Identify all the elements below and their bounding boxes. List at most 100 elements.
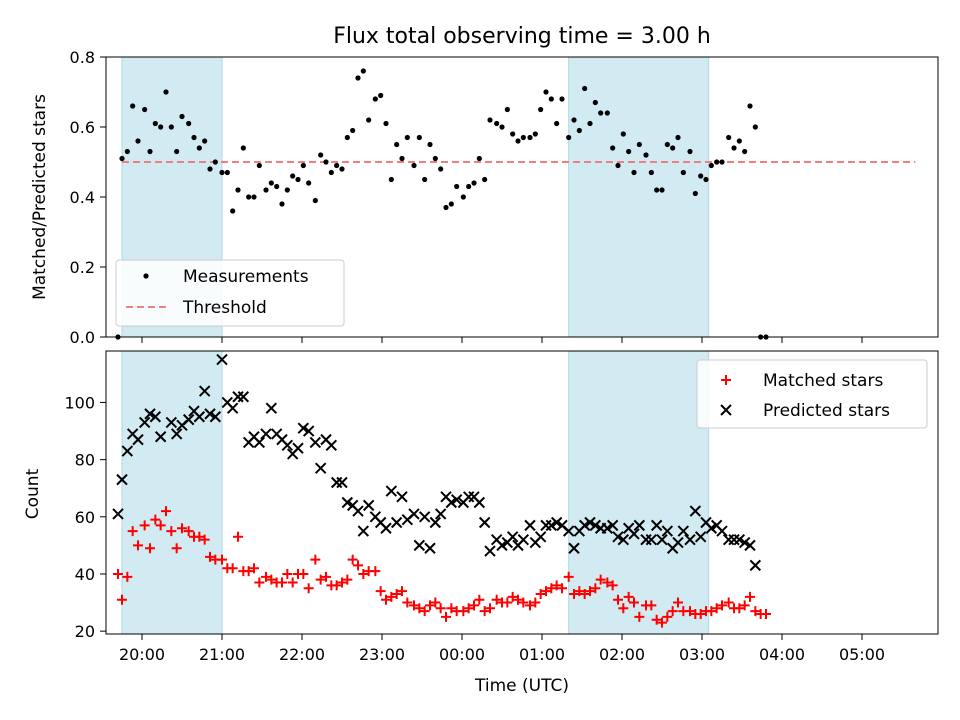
x-tick-label: 04:00: [759, 645, 805, 664]
matched-point: [595, 574, 606, 585]
matched-point: [397, 586, 407, 597]
matched-point: [657, 617, 667, 628]
measurement-point: [471, 180, 477, 186]
matched-point: [277, 577, 287, 588]
measurement-point: [290, 173, 296, 179]
matched-point: [667, 606, 678, 617]
measurement-point: [687, 148, 693, 155]
measurement-point: [582, 85, 588, 92]
matched-point: [391, 588, 402, 599]
matched-point: [574, 586, 585, 597]
predicted-point: [684, 533, 696, 546]
matched-point: [723, 597, 734, 608]
predicted-point: [578, 519, 591, 532]
predicted-point: [496, 539, 508, 552]
predicted-point: [216, 353, 228, 366]
count-shaded-interval: [121, 350, 223, 635]
measurement-point: [460, 194, 466, 200]
measurement-point: [626, 148, 632, 155]
measurement-point: [615, 162, 621, 169]
measurement-point: [648, 169, 654, 176]
predicted-point: [193, 411, 206, 423]
matched-point: [337, 577, 347, 588]
matched-point: [646, 600, 657, 611]
predicted-point: [722, 533, 735, 546]
measurement-point: [698, 173, 704, 179]
measurement-point: [142, 106, 148, 113]
matched-point: [113, 568, 123, 579]
measurement-point: [664, 141, 670, 148]
measurement-point: [355, 75, 361, 81]
predicted-point: [612, 531, 624, 543]
x-tick-label: 21:00: [199, 645, 245, 664]
measurement-point: [708, 162, 714, 169]
predicted-point: [336, 476, 348, 489]
matched-point: [161, 506, 171, 517]
ratio-legend-box: [115, 259, 345, 327]
x-tick-label: 20:00: [119, 645, 165, 664]
predicted-point: [154, 431, 167, 443]
matched-point: [541, 586, 551, 597]
predicted-point: [589, 519, 602, 532]
measurement-point: [736, 138, 742, 144]
measurement-point: [499, 124, 505, 130]
measurement-point: [604, 110, 610, 116]
predicted-point: [694, 531, 707, 543]
matched-point: [166, 526, 177, 537]
measurement-point: [747, 103, 753, 109]
matched-point: [579, 588, 590, 599]
matched-point: [590, 583, 601, 594]
legend-measurements-label: Measurements: [183, 267, 309, 287]
predicted-point: [198, 385, 211, 397]
matched-point: [133, 540, 143, 551]
count-legend-box: [696, 359, 928, 429]
predicted-point: [584, 516, 596, 529]
predicted-point: [341, 496, 354, 509]
matched-point: [205, 551, 215, 562]
predicted-point: [628, 528, 640, 540]
measurement-point: [235, 187, 241, 193]
measurement-point: [543, 89, 549, 95]
matched-point: [243, 566, 254, 577]
predicted-point: [165, 416, 178, 429]
measurement-point: [366, 117, 372, 123]
measurement-point: [670, 145, 676, 151]
measurement-point: [427, 141, 433, 148]
predicted-point: [357, 525, 370, 537]
measurement-point: [130, 103, 136, 109]
matched-point: [485, 603, 495, 614]
measurement-point: [124, 148, 130, 155]
chart-title: Flux total observing time = 3.00 h: [333, 24, 711, 49]
matched-point: [569, 588, 579, 599]
measurement-point: [383, 120, 389, 127]
legend-matched-label: Matched stars: [763, 371, 883, 391]
measurement-point: [411, 162, 417, 169]
predicted-point: [524, 519, 536, 532]
matched-point: [331, 580, 342, 591]
predicted-point: [170, 428, 183, 440]
matched-point: [685, 606, 695, 617]
predicted-point: [424, 542, 436, 554]
matched-point: [194, 531, 205, 542]
x-tick-label: 05:00: [839, 645, 885, 664]
ratio-y-tick-label: 0.4: [70, 188, 95, 207]
predicted-point: [540, 519, 552, 532]
predicted-point: [138, 416, 151, 429]
matched-point: [117, 594, 127, 605]
matched-point: [227, 563, 238, 574]
measurement-point: [742, 148, 748, 155]
predicted-point: [385, 485, 398, 497]
measurement-point: [256, 162, 262, 169]
count-plot: 20 40 60 80 100 20:00 21:00 22:00 23:00 00:00 01:…: [23, 350, 939, 696]
predicted-point: [408, 508, 420, 520]
predicted-point: [121, 445, 134, 457]
matched-point: [375, 586, 386, 597]
measurement-point: [334, 162, 340, 169]
predicted-point: [650, 519, 663, 532]
measurement-point: [240, 145, 246, 151]
measurement-point: [494, 120, 500, 127]
predicted-point: [232, 391, 244, 403]
measurement-point: [598, 110, 604, 116]
predicted-point: [116, 473, 128, 486]
predicted-point: [733, 533, 746, 546]
